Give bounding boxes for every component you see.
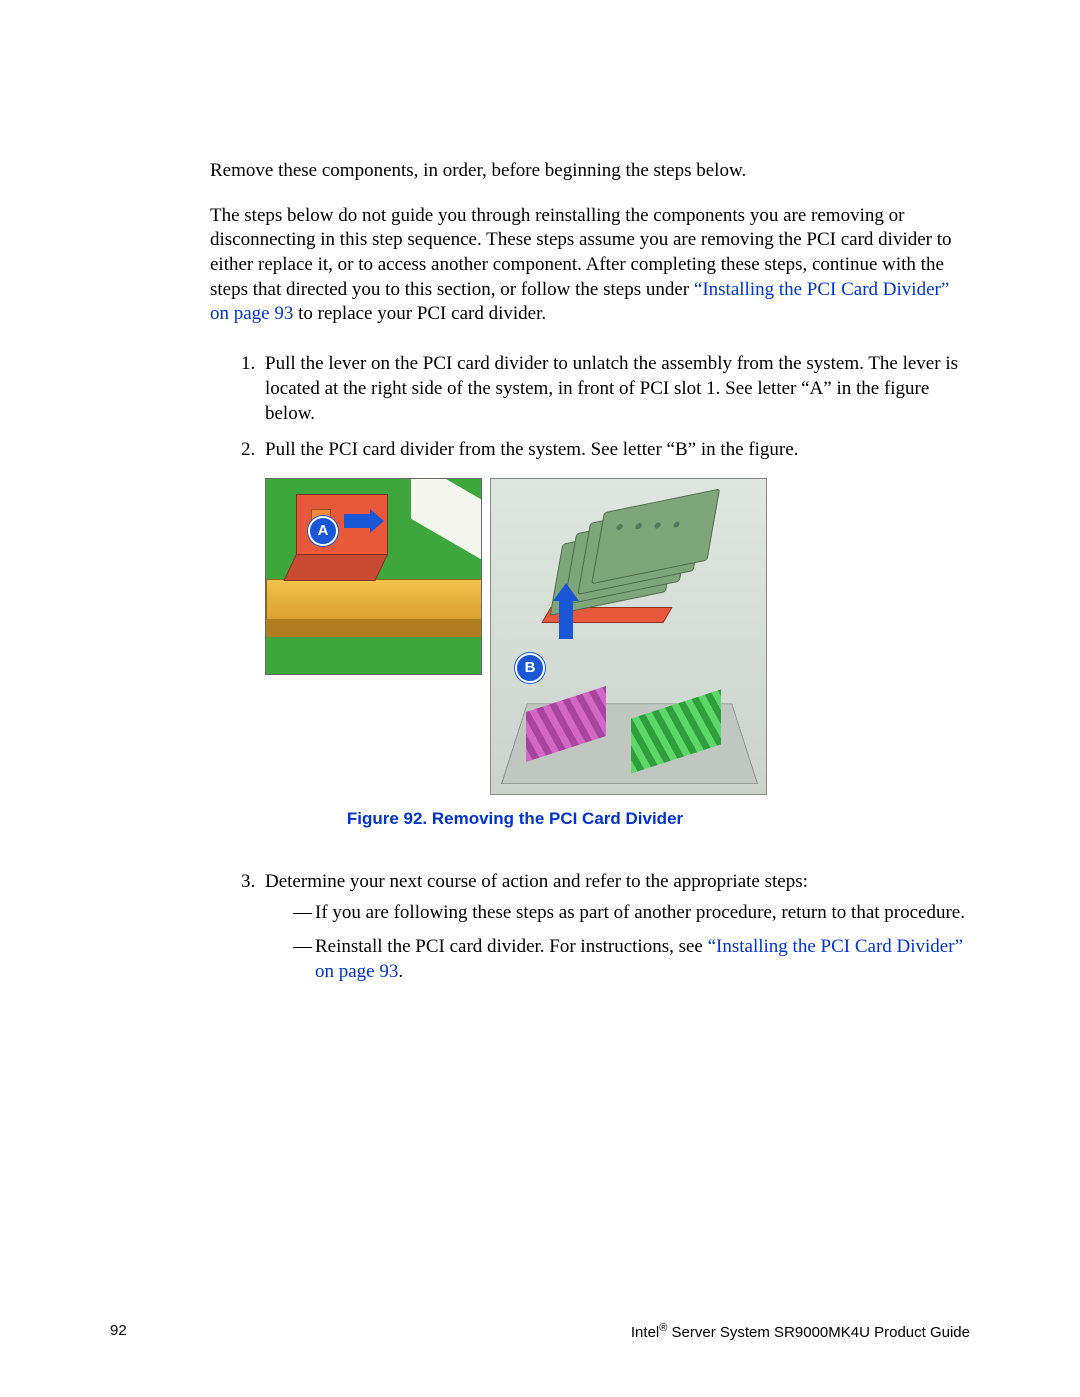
step-2: Pull the PCI card divider from the syste… (260, 438, 970, 830)
figure-panel-b (490, 478, 767, 795)
callout-badge-b: B (515, 653, 545, 683)
figure-92: A B (265, 478, 765, 798)
page-number: 92 (110, 1321, 127, 1343)
callout-badge-a: A (308, 516, 338, 546)
step-2-text: Pull the PCI card divider from the syste… (265, 439, 798, 460)
intro2-text-b: to replace your PCI card divider. (293, 303, 546, 324)
intro-paragraph-2: The steps below do not guide you through… (210, 204, 970, 327)
page-footer: 92 Intel® Server System SR9000MK4U Produ… (110, 1321, 970, 1343)
arrow-up-icon (559, 599, 573, 639)
steps-list: Pull the lever on the PCI card divider t… (210, 352, 970, 985)
step-3-bullet-1: If you are following these steps as part… (293, 901, 970, 926)
footer-title: Intel® Server System SR9000MK4U Product … (631, 1321, 970, 1343)
figure-panel-a (265, 478, 482, 675)
document-page: Remove these components, in order, befor… (0, 0, 1080, 1397)
step-3-intro: Determine your next course of action and… (265, 871, 808, 892)
step-1: Pull the lever on the PCI card divider t… (260, 352, 970, 426)
step3-b2-b: . (398, 961, 403, 982)
intro-paragraph-1: Remove these components, in order, befor… (210, 159, 970, 184)
figure-caption: Figure 92. Removing the PCI Card Divider (265, 808, 765, 830)
step3-b2-a: Reinstall the PCI card divider. For inst… (315, 936, 708, 957)
step-3-sublist: If you are following these steps as part… (265, 901, 970, 985)
footer-rest: Server System SR9000MK4U Product Guide (667, 1324, 970, 1341)
step-3: Determine your next course of action and… (260, 870, 970, 985)
arrow-right-icon (344, 514, 372, 528)
step-3-bullet-2: Reinstall the PCI card divider. For inst… (293, 935, 970, 984)
footer-brand: Intel (631, 1324, 659, 1341)
